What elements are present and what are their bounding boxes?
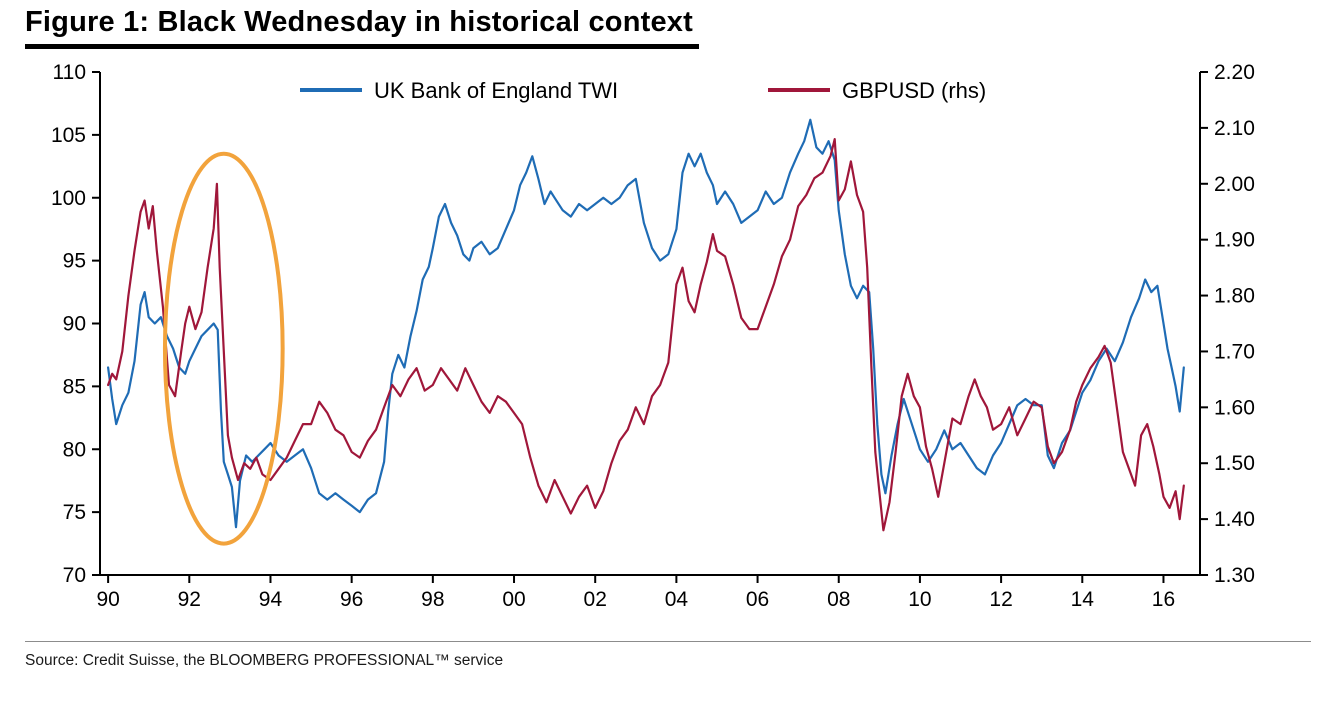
- x-tick-label: 16: [1152, 588, 1175, 611]
- y-left-tick-label: 95: [63, 250, 86, 273]
- x-tick-label: 00: [502, 588, 525, 611]
- y-left-tick-label: 100: [51, 187, 86, 210]
- y-right-tick-label: 1.70: [1214, 340, 1255, 363]
- y-left-tick-label: 85: [63, 375, 86, 398]
- y-right-tick-label: 1.40: [1214, 508, 1255, 531]
- gbpusd-line: [106, 138, 1185, 532]
- x-tick-label: 06: [746, 588, 769, 611]
- y-left-tick-label: 75: [63, 501, 86, 524]
- x-tick-label: 14: [1071, 588, 1095, 611]
- x-tick-label: 08: [827, 588, 850, 611]
- x-tick-label: 96: [340, 588, 363, 611]
- legend-label-twi: UK Bank of England TWI: [374, 78, 618, 103]
- y-right-tick-label: 1.30: [1214, 564, 1255, 587]
- x-tick-label: 10: [908, 588, 931, 611]
- y-right-tick-label: 1.50: [1214, 452, 1255, 475]
- y-left-tick-label: 80: [63, 438, 86, 461]
- x-tick-label: 12: [989, 588, 1012, 611]
- figure-title: Figure 1: Black Wednesday in historical …: [25, 6, 699, 50]
- y-right-tick-label: 2.20: [1214, 61, 1255, 84]
- x-tick-label: 92: [178, 588, 201, 611]
- y-right-tick-label: 1.60: [1214, 396, 1255, 419]
- y-left-tick-label: 110: [53, 61, 86, 84]
- y-right-tick-label: 2.10: [1214, 117, 1255, 140]
- legend-label-gbpusd: GBPUSD (rhs): [842, 78, 986, 103]
- x-tick-label: 98: [421, 588, 444, 611]
- y-left-tick-label: 70: [63, 564, 86, 587]
- y-right-tick-label: 1.90: [1214, 229, 1255, 252]
- black-wednesday-ellipse-annotation: [162, 151, 285, 546]
- source-note: Source: Credit Suisse, the BLOOMBERG PRO…: [25, 641, 1311, 670]
- x-tick-label: 90: [96, 588, 119, 611]
- y-right-tick-label: 1.80: [1214, 285, 1255, 308]
- y-left-tick-label: 90: [63, 313, 86, 336]
- y-right-tick-label: 2.00: [1214, 173, 1255, 196]
- twi-line: [106, 118, 1185, 529]
- y-left-tick-label: 105: [51, 124, 86, 147]
- x-tick-label: 94: [259, 588, 283, 611]
- x-tick-label: 02: [584, 588, 607, 611]
- x-tick-label: 04: [665, 588, 689, 611]
